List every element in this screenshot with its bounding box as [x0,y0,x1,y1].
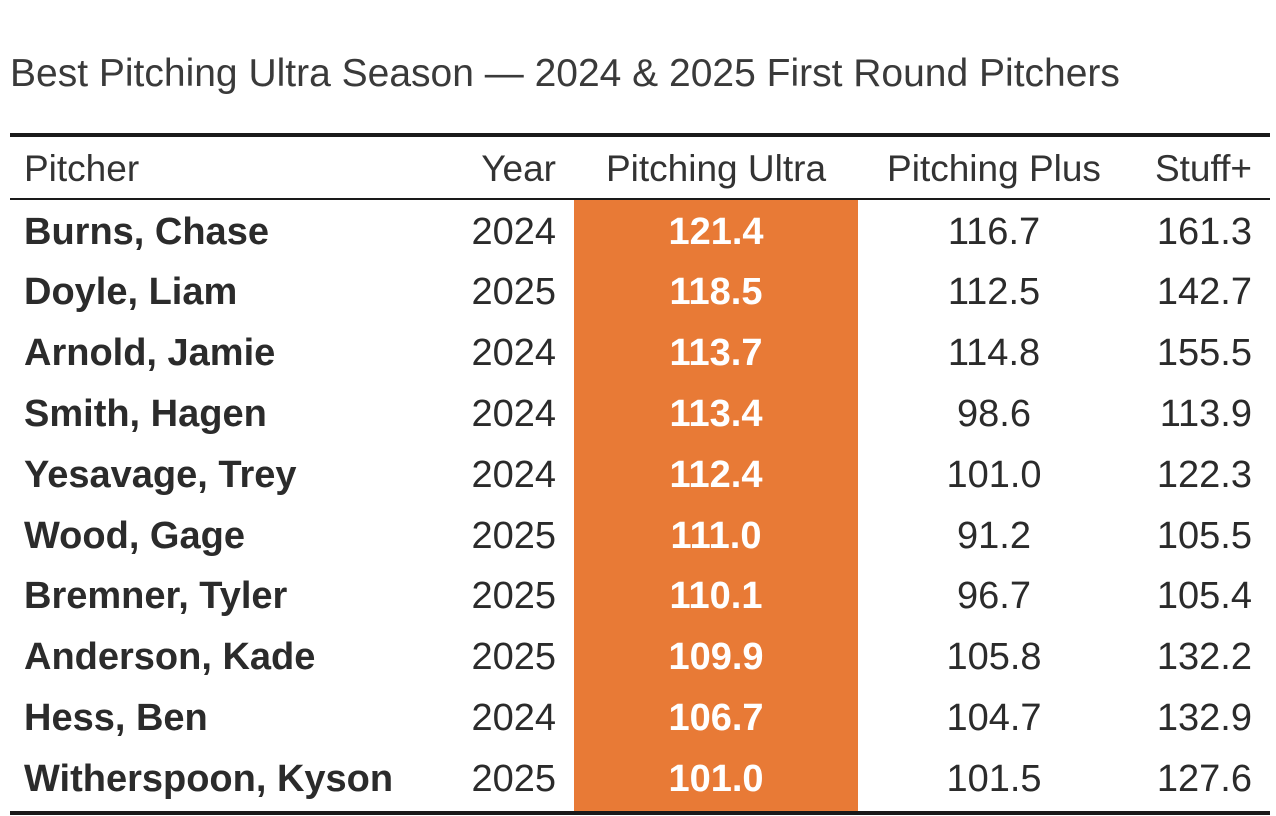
stuff-plus-cell: 161.3 [1156,210,1252,253]
pitching-plus-cell: 114.8 [947,332,1041,375]
pitcher-cell: Hess, Ben [24,696,208,739]
stuff-plus-cell: 155.5 [1156,332,1252,375]
pitcher-cell: Doyle, Liam [24,271,238,314]
year-cell: 2025 [471,514,556,557]
pitcher-cell: Bremner, Tyler [24,575,288,618]
pitching-plus-cell: 101.5 [946,757,1042,800]
table-header-rule [10,198,1270,200]
pitching-plus-cell: 98.6 [957,392,1031,435]
pitching-plus-cell: 104.7 [946,696,1042,739]
stuff-plus-cell: 105.4 [1156,575,1252,618]
year-cell: 2024 [471,210,556,253]
table-row: Wood, Gage 2025 111.0 91.2 105.5 [10,506,1270,566]
pitching-ultra-cell: 109.9 [668,636,764,679]
pitching-plus-cell: 112.5 [947,271,1041,314]
year-cell: 2024 [471,392,556,435]
pitching-ultra-cell: 121.4 [668,210,764,253]
year-cell: 2025 [471,271,556,314]
table-row: Doyle, Liam 2025 118.5 112.5 142.7 [10,263,1270,323]
pitching-plus-cell: 116.7 [947,210,1041,253]
pitcher-cell: Wood, Gage [24,514,245,557]
stuff-plus-cell: 122.3 [1156,453,1252,496]
year-cell: 2024 [471,332,556,375]
year-cell: 2025 [471,575,556,618]
table-row: Bremner, Tyler 2025 110.1 96.7 105.4 [10,567,1270,627]
year-cell: 2025 [471,757,556,800]
year-cell: 2024 [471,696,556,739]
pitching-plus-cell: 101.0 [946,453,1042,496]
year-cell: 2024 [471,453,556,496]
pitching-ultra-cell: 101.0 [668,757,764,800]
pitcher-cell: Yesavage, Trey [24,453,297,496]
header-pitching-plus: Pitching Plus [887,148,1101,189]
stuff-plus-cell: 132.9 [1156,696,1252,739]
stuff-plus-cell: 113.9 [1159,392,1252,435]
pitching-ultra-highlight-column [574,200,858,811]
stuff-plus-cell: 132.2 [1156,636,1252,679]
pitching-ultra-cell: 111.0 [670,514,762,557]
table-bottom-rule [10,811,1270,815]
pitching-plus-cell: 91.2 [957,514,1031,557]
pitching-plus-cell: 96.7 [957,575,1031,618]
pitching-ultra-cell: 112.4 [669,453,763,496]
table-row: Witherspoon, Kyson 2025 101.0 101.5 127.6 [10,749,1270,809]
pitcher-cell: Smith, Hagen [24,392,267,435]
stuff-plus-cell: 142.7 [1156,271,1252,314]
chart-title: Best Pitching Ultra Season — 2024 & 2025… [10,52,1120,95]
table-header-row: Pitcher Year Pitching Ultra Pitching Plu… [10,140,1270,198]
header-stuff-plus: Stuff+ [1154,148,1252,189]
stuff-plus-cell: 127.6 [1156,757,1252,800]
pitching-ultra-cell: 110.1 [669,575,763,618]
table-row: Burns, Chase 2024 121.4 116.7 161.3 [10,202,1270,262]
pitching-plus-cell: 105.8 [946,636,1042,679]
pitching-ultra-cell: 106.7 [668,696,764,739]
year-cell: 2025 [471,636,556,679]
header-year: Year [481,148,556,189]
pitching-ultra-cell: 113.7 [669,332,763,375]
table-row: Hess, Ben 2024 106.7 104.7 132.9 [10,688,1270,748]
table-top-rule [10,133,1270,137]
table-row: Arnold, Jamie 2024 113.7 114.8 155.5 [10,324,1270,384]
header-pitcher: Pitcher [24,148,140,189]
pitching-ultra-cell: 118.5 [669,271,763,314]
stuff-plus-cell: 105.5 [1156,514,1252,557]
pitcher-cell: Witherspoon, Kyson [24,757,394,800]
table-row: Smith, Hagen 2024 113.4 98.6 113.9 [10,384,1270,444]
header-pitching-ultra: Pitching Ultra [605,148,827,189]
table-row: Yesavage, Trey 2024 112.4 101.0 122.3 [10,445,1270,505]
pitcher-cell: Arnold, Jamie [24,332,276,375]
pitcher-cell: Burns, Chase [24,210,269,253]
table-row: Anderson, Kade 2025 109.9 105.8 132.2 [10,628,1270,688]
pitching-ultra-cell: 113.4 [669,392,763,435]
pitcher-cell: Anderson, Kade [24,636,316,679]
